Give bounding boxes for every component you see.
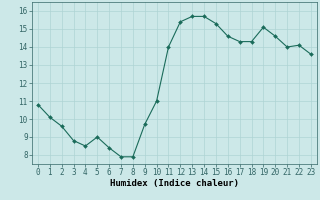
X-axis label: Humidex (Indice chaleur): Humidex (Indice chaleur) bbox=[110, 179, 239, 188]
